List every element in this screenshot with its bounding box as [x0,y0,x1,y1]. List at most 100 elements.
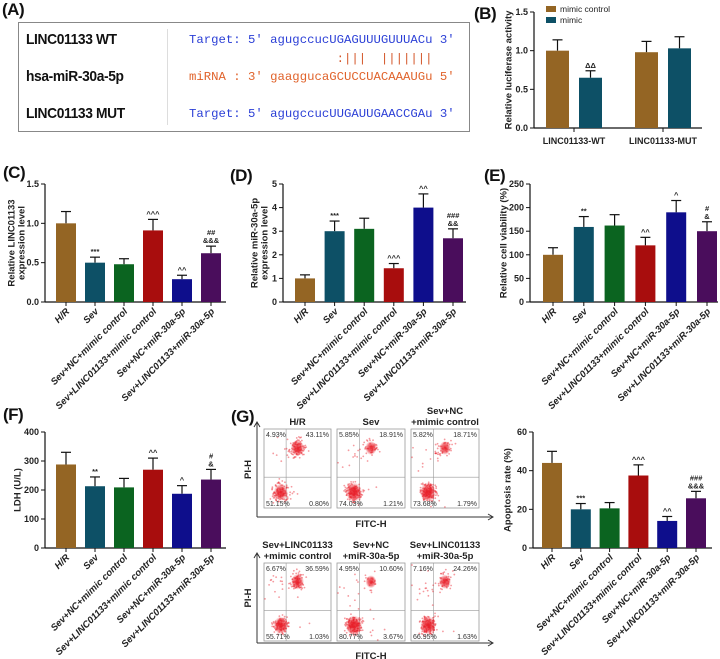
flow-dot [287,621,290,624]
flow-dot [439,587,442,590]
flow-dot [353,599,356,602]
flow-dot [276,482,279,485]
bar [686,498,706,548]
flow-dot [369,439,371,442]
flow-dot [300,588,303,591]
flow-dot [286,496,289,499]
flow-dot [434,484,437,487]
quadrant-ll-pct: 73.68% [413,501,437,508]
y-tick-label: 0 [272,297,277,307]
flow-dot [436,457,439,460]
flow-dot [286,438,289,441]
flow-dot [272,501,275,504]
flow-dot [293,456,296,459]
y-tick-label: 40 [517,466,527,476]
flow-dot [444,506,446,508]
quadrant-lr-pct: 3.67% [383,634,403,641]
flow-dot [288,582,290,585]
sequence-alignment-box: LINC01133 WT hsa-miR-30a-5p LINC01133 MU… [18,22,470,132]
flow-dot [277,482,280,484]
y-tick-label: 1.5 [26,179,39,189]
y-axis-label: Relative luciferase activity [504,10,515,130]
flow-dot [276,436,279,439]
panel-label-b: (B) [474,4,497,23]
flow-dot [354,455,356,457]
y-axis-label: Relative LINC01133 [7,199,18,286]
flow-dot [362,455,365,458]
flow-dot [287,456,290,459]
flow-panel-title: Sev [363,417,381,428]
bar [546,50,569,128]
flow-dot [437,584,440,587]
flow-dot [443,571,446,573]
y-tick-label: 4 [272,203,277,213]
y-tick-label: 0.5 [515,84,528,94]
flow-dot [357,504,360,506]
panel-label-e: (E) [484,166,506,185]
quadrant-ul-pct: 5.85% [339,432,359,439]
flow-dot [366,440,369,442]
flow-dot [281,583,284,586]
x-tick-label: Sev [570,306,590,326]
flow-x-label: FITC-H [355,651,386,659]
divider [167,29,168,125]
flow-dot [436,453,439,456]
y-tick-label: 150 [509,226,524,236]
y-tick-label: 0.5 [26,258,39,268]
flow-dot [352,456,355,458]
flow-panel-title: +mimic control [411,417,479,428]
x-tick-label: H/R [53,306,72,325]
flow-dot [357,608,360,610]
y-tick-label: 2 [272,250,277,260]
flow-cluster [420,616,436,635]
flow-dot [450,584,452,587]
flow-dot [352,501,355,504]
flow-dot [346,498,349,501]
flow-dot [354,453,356,455]
legend-swatch [546,17,556,23]
bar [201,479,221,548]
flow-dot [357,581,359,583]
flow-dot [283,615,286,618]
flow-dot [284,499,287,502]
quadrant-ur-pct: 18.91% [379,432,403,439]
flow-dot [437,459,439,462]
flow-dot [444,568,447,571]
flow-dot [341,466,344,469]
significance-marker: ^^ [178,265,187,274]
flow-dot [424,582,427,585]
flow-cluster [345,615,363,636]
flow-dot [270,622,273,624]
flow-dot [354,573,356,576]
flow-dot [438,499,441,502]
significance-marker: ### [447,211,460,220]
quadrant-ur-pct: 24.26% [453,566,477,573]
flow-dot [431,588,434,591]
base-pairing-marks: :||| ||||||| [336,52,433,66]
flow-dot [363,489,366,492]
y-tick-label: 200 [24,485,39,495]
flow-dot [437,451,440,454]
flow-dot [275,576,278,579]
flow-dot [420,632,423,635]
flow-dot [285,499,288,501]
flow-dot [426,589,429,592]
flow-dot [302,573,304,576]
legend-label: mimic [560,15,583,25]
flow-dot [370,591,373,594]
flow-dot [274,590,276,593]
y-tick-label: 300 [24,456,39,466]
flow-dot [272,580,275,583]
flow-dot [362,443,365,446]
flow-panel-title: +miR-30a-5p [343,551,400,562]
flow-dot [423,634,426,637]
flow-dot [291,453,293,455]
flow-dot [286,616,288,619]
y-axis-label: Apoptosis rate (%) [503,448,514,532]
bar [383,268,404,302]
flow-dot [421,633,424,636]
flow-cluster [291,573,304,590]
x-tick-label: H/R [292,306,311,325]
flow-dot [352,481,355,483]
panel-label-d: (D) [230,166,253,185]
